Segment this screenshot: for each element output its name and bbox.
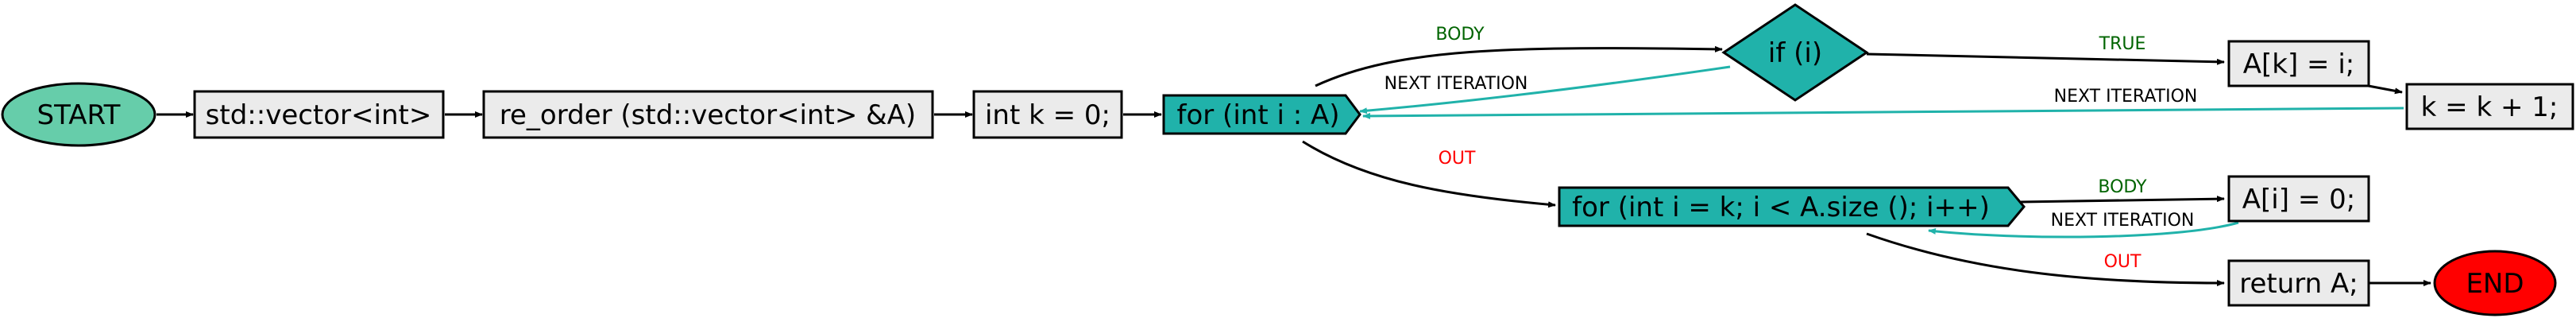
node-re-order: re_order (std::vector<int> &A) — [482, 90, 934, 139]
label-if-true: TRUE — [2099, 34, 2146, 54]
for-inner-label: for (int i = k; i < A.size (); i++) — [1572, 192, 1990, 223]
edge-if-next-iteration — [1359, 65, 1731, 114]
return-label: return A; — [2239, 268, 2358, 300]
int-k-label: int k = 0; — [985, 99, 1110, 131]
int-k-shape — [972, 90, 1123, 139]
k-inc-shape — [2405, 83, 2574, 130]
for-outer-label: for (int i : A) — [1177, 99, 1340, 131]
assign-ak-shape — [2227, 40, 2370, 87]
start-label: START — [37, 99, 121, 131]
start-shape — [1, 82, 156, 147]
if-label: if (i) — [1768, 37, 1822, 69]
k-inc-label: k = k + 1; — [2421, 91, 2559, 123]
label-outer-body: BODY — [1435, 25, 1485, 45]
end-label: END — [2466, 268, 2524, 300]
edge-outer-body — [1315, 45, 1723, 87]
assign-ak-label: A[k] = i; — [2243, 48, 2354, 80]
label-k-next-iteration: NEXT ITERATION — [2054, 87, 2198, 107]
re-order-shape — [482, 90, 934, 139]
edge-k-next-iteration — [1362, 107, 2404, 119]
return-shape — [2227, 259, 2370, 307]
node-end: END — [2433, 250, 2557, 316]
label-outer-out: OUT — [1439, 149, 1476, 169]
edges — [156, 45, 2431, 286]
node-int-k: int k = 0; — [972, 90, 1123, 139]
assign-ai-shape — [2227, 175, 2370, 223]
node-assign-ai: A[i] = 0; — [2227, 175, 2370, 223]
node-for-outer: for (int i : A) — [1162, 94, 1361, 135]
label-inner-body: BODY — [2098, 177, 2147, 197]
for-outer-shape — [1162, 94, 1361, 135]
assign-ai-label: A[i] = 0; — [2242, 184, 2355, 215]
node-if: if (i) — [1721, 3, 1869, 102]
edge-inner-next-iteration — [1928, 221, 2239, 239]
label-inner-out: OUT — [2104, 252, 2142, 272]
vector-decl-shape — [193, 90, 445, 139]
label-inner-next-iteration: NEXT ITERATION — [2051, 211, 2195, 231]
node-for-inner: for (int i = k; i < A.size (); i++) — [1558, 186, 2026, 227]
if-shape — [1721, 3, 1869, 102]
edge-labels: BODY NEXT ITERATION OUT TRUE NEXT ITERAT… — [1385, 25, 2198, 272]
re-order-label: re_order (std::vector<int> &A) — [500, 99, 916, 131]
node-k-inc: k = k + 1; — [2405, 83, 2574, 130]
label-outer-next-iteration: NEXT ITERATION — [1385, 74, 1528, 94]
edge-inner-body — [2020, 196, 2225, 204]
vector-decl-label: std::vector<int> — [206, 99, 432, 131]
node-assign-ak: A[k] = i; — [2227, 40, 2370, 87]
node-return: return A; — [2227, 259, 2370, 307]
node-vector-decl: std::vector<int> — [193, 90, 445, 139]
edge-inner-out — [1866, 232, 2225, 286]
end-shape — [2433, 250, 2557, 316]
edge-outer-out — [1302, 140, 1556, 208]
for-inner-shape — [1558, 186, 2026, 227]
edge-if-true — [1866, 52, 2225, 65]
node-start: START — [1, 82, 156, 147]
